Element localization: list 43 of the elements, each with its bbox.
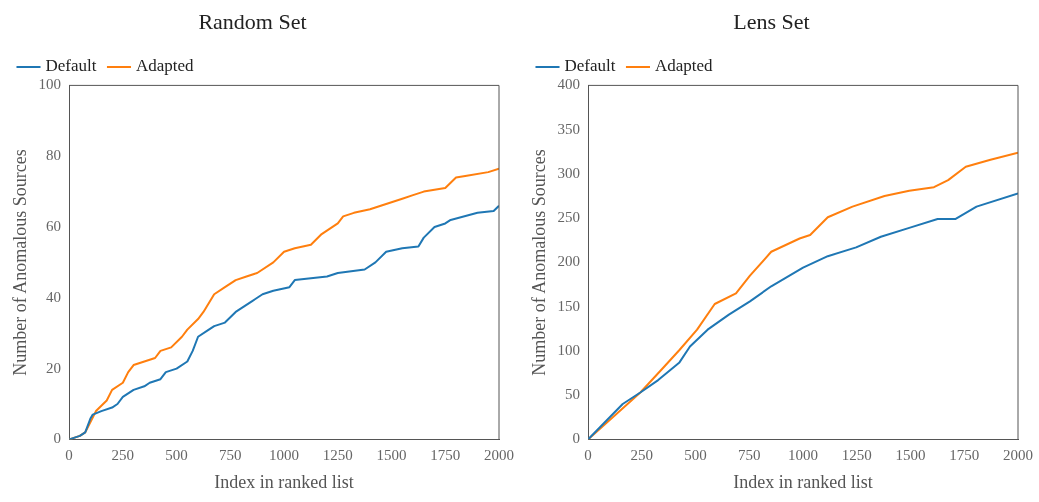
y-tick-label: 0	[53, 430, 62, 447]
legend-label: Default	[45, 56, 97, 76]
x-tick-label: 750	[738, 447, 761, 464]
y-tick-label: 0	[572, 430, 581, 447]
y-tick-label: 200	[557, 253, 581, 270]
x-axis-title: Index in ranked list	[733, 471, 873, 492]
y-tick-label: 100	[38, 76, 62, 93]
x-tick-label: 250	[111, 447, 135, 464]
chart-title: Lens Set	[733, 8, 810, 34]
x-tick-label: 1250	[841, 447, 872, 464]
x-tick-label: 1250	[322, 447, 353, 464]
x-tick-label: 1500	[895, 447, 926, 464]
y-tick-label: 80	[46, 147, 62, 164]
y-tick-label: 60	[46, 217, 62, 234]
x-tick-label: 2000	[1003, 447, 1033, 464]
x-tick-label: 250	[630, 447, 654, 464]
x-tick-label: 0	[584, 447, 592, 464]
x-tick-label: 1750	[430, 447, 461, 464]
y-tick-label: 50	[565, 386, 581, 403]
x-tick-label: 0	[65, 447, 73, 464]
y-tick-label: 40	[46, 288, 62, 305]
x-tick-label: 1000	[788, 447, 819, 464]
y-tick-label: 350	[557, 120, 581, 137]
legend-label: Adapted	[654, 56, 714, 76]
y-tick-label: 250	[557, 209, 581, 226]
x-tick-label: 1000	[269, 447, 300, 464]
y-tick-label: 150	[557, 297, 581, 314]
y-tick-label: 300	[557, 164, 581, 181]
chart-title: Random Set	[198, 8, 307, 34]
x-tick-label: 500	[165, 447, 188, 464]
x-tick-label: 500	[684, 447, 707, 464]
legend-label: Adapted	[135, 56, 195, 76]
x-tick-label: 1750	[949, 447, 980, 464]
y-tick-label: 400	[557, 76, 581, 93]
y-axis-title: Number of Anomalous Sources	[528, 149, 549, 376]
y-axis-title: Number of Anomalous Sources	[9, 149, 30, 376]
x-tick-label: 750	[219, 447, 242, 464]
y-tick-label: 100	[557, 341, 581, 358]
legend-label: Default	[564, 56, 616, 76]
y-tick-label: 20	[46, 359, 62, 376]
x-tick-label: 1500	[376, 447, 407, 464]
x-axis-title: Index in ranked list	[214, 471, 354, 492]
x-tick-label: 2000	[484, 447, 514, 464]
